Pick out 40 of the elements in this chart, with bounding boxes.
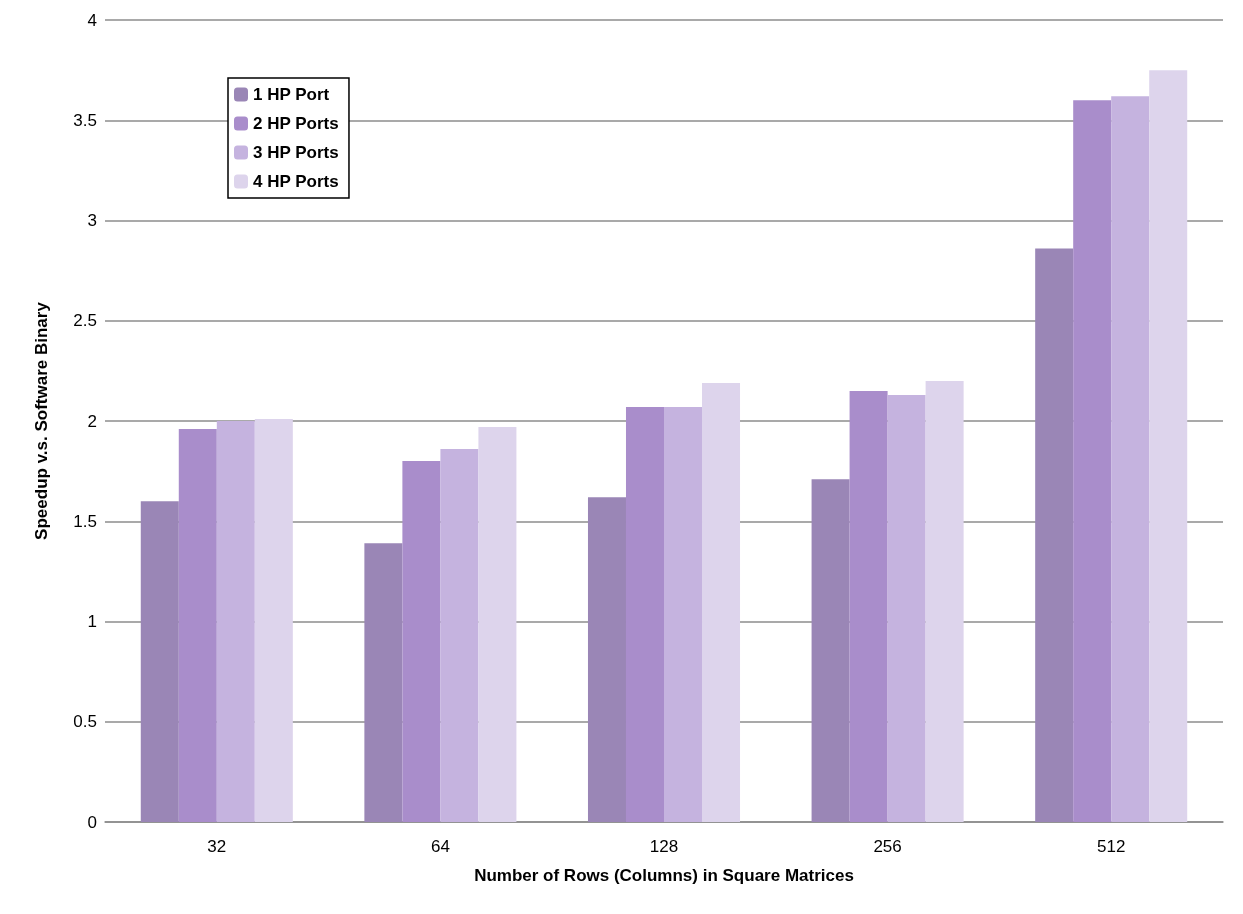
legend-label: 2 HP Ports [253, 114, 339, 133]
legend-label: 1 HP Port [253, 85, 330, 104]
y-tick-label: 0.5 [73, 712, 97, 732]
y-tick-label: 2.5 [73, 311, 97, 331]
bar [402, 461, 441, 822]
bar [587, 497, 626, 822]
bar [140, 501, 179, 822]
bar [702, 382, 741, 822]
bar [254, 419, 293, 822]
x-tick-label: 128 [649, 837, 679, 856]
bar [1149, 70, 1188, 822]
bar [1073, 100, 1112, 822]
bar [216, 421, 255, 822]
y-axis-title: Speedup v.s. Software Binary [32, 301, 51, 540]
bar [625, 406, 664, 822]
legend-label: 4 HP Ports [253, 172, 339, 191]
y-tick-label: 3 [87, 211, 97, 230]
bar [440, 449, 479, 822]
y-tick-label: 1 [87, 612, 97, 631]
y-tick-label: 3.5 [73, 110, 97, 130]
legend-label: 3 HP Ports [253, 143, 339, 162]
y-tick-label: 4 [87, 10, 97, 30]
bar [1111, 96, 1150, 822]
bar [811, 479, 850, 822]
bar [925, 380, 964, 822]
x-tick-label: 512 [1097, 837, 1126, 856]
x-tick-label: 256 [873, 837, 902, 856]
y-tick-label: 2 [87, 411, 97, 431]
bar [887, 394, 926, 822]
bar [1035, 248, 1074, 822]
y-tick-label: 0 [87, 812, 97, 832]
bar [664, 406, 703, 822]
bar [478, 427, 517, 822]
x-axis-title: Number of Rows (Columns) in Square Matrices [474, 866, 854, 885]
y-tick-label: 1.5 [73, 511, 97, 531]
bar [849, 390, 888, 822]
x-tick-label: 32 [207, 837, 227, 856]
bar [364, 543, 403, 822]
x-tick-label: 64 [430, 837, 450, 856]
bar [178, 429, 217, 822]
